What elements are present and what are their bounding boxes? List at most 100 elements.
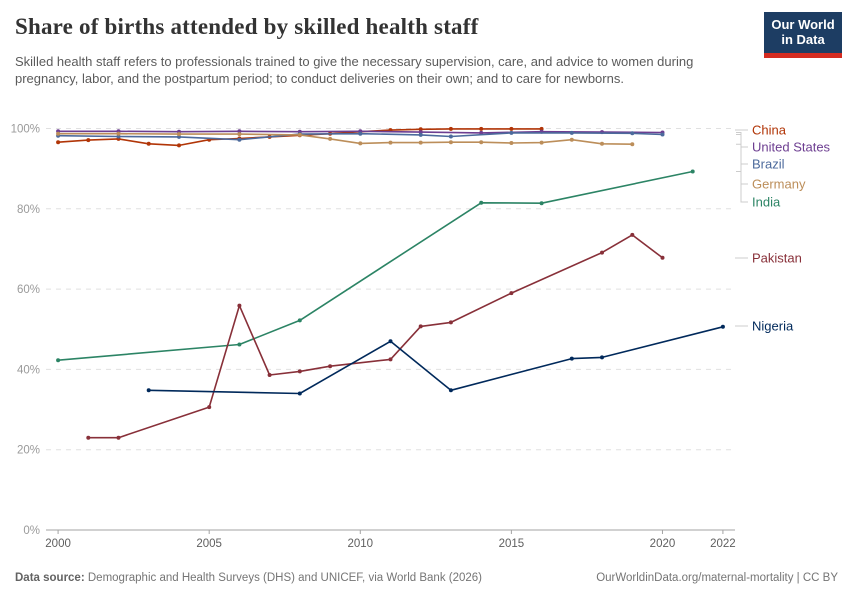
x-tick-label-2010: 2010 xyxy=(347,538,373,550)
series-point-pakistan-2011 xyxy=(388,357,393,362)
series-label-china: China xyxy=(752,123,787,138)
series-point-united-states-2006 xyxy=(237,129,242,134)
series-point-china-2000 xyxy=(56,140,61,145)
series-point-brazil-2010 xyxy=(358,131,363,136)
series-point-nigeria-2011 xyxy=(388,339,393,344)
series-line-nigeria xyxy=(148,326,724,395)
series-point-china-2016 xyxy=(539,126,544,131)
series-point-pakistan-2009 xyxy=(328,364,333,369)
series-point-india-2016 xyxy=(539,201,544,206)
x-tick-label-2000: 2000 xyxy=(45,538,71,550)
series-line-india xyxy=(58,170,693,361)
series-point-china-2012 xyxy=(418,127,423,132)
series-point-germany-2019 xyxy=(630,142,635,147)
x-tick-label-2020: 2020 xyxy=(650,538,676,550)
series-label-brazil: Brazil xyxy=(752,157,785,172)
chart-subtitle: Skilled health staff refers to professio… xyxy=(15,54,694,86)
series-point-germany-2004 xyxy=(177,132,181,137)
attribution-link: OurWorldinData.org/maternal-mortality | … xyxy=(596,572,838,584)
series-point-nigeria-2008 xyxy=(297,391,302,396)
x-tick-label-2022: 2022 xyxy=(710,538,736,550)
series-point-pakistan-2006 xyxy=(237,303,242,308)
series-point-germany-2009 xyxy=(328,136,333,141)
y-tick-label-100: 100% xyxy=(11,124,40,136)
series-point-pakistan-2002 xyxy=(116,435,121,440)
series-point-brazil-2004 xyxy=(177,134,181,139)
chart-title: Share of births attended by skilled heal… xyxy=(15,14,479,39)
series-point-germany-2014 xyxy=(479,140,484,145)
series-point-united-states-2012 xyxy=(418,130,423,135)
series-point-brazil-2002 xyxy=(116,134,121,139)
owid-logo-line2: in Data xyxy=(781,31,825,47)
x-tick-label-2015: 2015 xyxy=(499,538,525,550)
label-connector-india xyxy=(736,171,748,203)
label-connector-brazil xyxy=(736,134,748,165)
series-label-united-states: United States xyxy=(752,140,831,155)
series-label-india: India xyxy=(752,195,781,210)
series-line-pakistan xyxy=(88,234,663,439)
series-label-pakistan: Pakistan xyxy=(752,251,802,266)
series-point-brazil-2017 xyxy=(569,130,574,135)
label-connector-germany xyxy=(736,143,748,185)
series-point-china-2001 xyxy=(86,138,91,143)
series-point-germany-2002 xyxy=(116,131,121,136)
series-point-pakistan-2005 xyxy=(207,405,212,410)
series-point-germany-2008 xyxy=(297,132,302,137)
series-point-pakistan-2013 xyxy=(448,320,453,325)
series-point-germany-2011 xyxy=(388,140,393,145)
owid-logo-line1: Our World xyxy=(771,17,835,32)
series-point-pakistan-2007 xyxy=(267,373,272,377)
series-point-nigeria-2017 xyxy=(569,356,574,361)
series-point-india-2006 xyxy=(237,342,242,347)
series-point-brazil-2019 xyxy=(630,131,635,136)
series-point-china-2015 xyxy=(509,126,514,131)
owid-logo: Our World in Data xyxy=(764,12,842,58)
data-source-text: Demographic and Health Surveys (DHS) and… xyxy=(84,572,483,584)
data-source-label: Data source: xyxy=(15,572,85,584)
series-point-germany-2000 xyxy=(56,131,61,136)
series-point-pakistan-2019 xyxy=(630,232,635,237)
series-point-brazil-2015 xyxy=(509,130,514,135)
x-tick-label-2005: 2005 xyxy=(196,538,222,550)
y-tick-label-20: 20% xyxy=(17,445,40,457)
series-point-brazil-2013 xyxy=(448,134,453,139)
series-point-nigeria-2022 xyxy=(720,324,725,329)
series-point-nigeria-2018 xyxy=(600,355,604,360)
series-line-brazil xyxy=(58,132,663,141)
series-point-brazil-2012 xyxy=(418,132,423,137)
series-point-germany-2006 xyxy=(237,132,242,137)
series-point-pakistan-2020 xyxy=(660,255,665,260)
series-point-china-2004 xyxy=(177,143,181,148)
y-tick-label-80: 80% xyxy=(17,204,40,216)
series-point-pakistan-2018 xyxy=(600,250,604,255)
series-point-pakistan-2001 xyxy=(86,435,91,440)
series-label-germany: Germany xyxy=(752,177,806,192)
series-point-pakistan-2008 xyxy=(297,369,302,374)
y-tick-label-0: 0% xyxy=(23,525,40,537)
series-label-nigeria: Nigeria xyxy=(752,319,794,334)
y-tick-label-40: 40% xyxy=(17,364,40,376)
series-point-india-2008 xyxy=(297,318,302,323)
series-point-brazil-2006 xyxy=(237,137,242,142)
series-line-germany xyxy=(58,132,633,145)
series-point-germany-2013 xyxy=(448,140,453,145)
series-point-germany-2017 xyxy=(569,137,574,142)
series-point-nigeria-2003 xyxy=(146,388,151,393)
series-point-india-2021 xyxy=(690,169,695,174)
data-source-note: Data source: Demographic and Health Surv… xyxy=(15,572,482,584)
series-point-germany-2015 xyxy=(509,141,514,145)
series-point-germany-2016 xyxy=(539,140,544,145)
y-tick-label-60: 60% xyxy=(17,284,40,296)
series-point-nigeria-2013 xyxy=(448,388,453,393)
series-point-pakistan-2012 xyxy=(418,324,423,329)
series-point-china-2013 xyxy=(448,126,453,131)
series-point-india-2000 xyxy=(56,358,61,363)
series-point-pakistan-2015 xyxy=(509,291,514,296)
series-point-germany-2010 xyxy=(358,141,363,146)
series-point-china-2003 xyxy=(146,141,151,146)
series-point-germany-2012 xyxy=(418,140,423,145)
series-point-china-2014 xyxy=(479,126,484,131)
series-point-india-2014 xyxy=(479,200,484,205)
